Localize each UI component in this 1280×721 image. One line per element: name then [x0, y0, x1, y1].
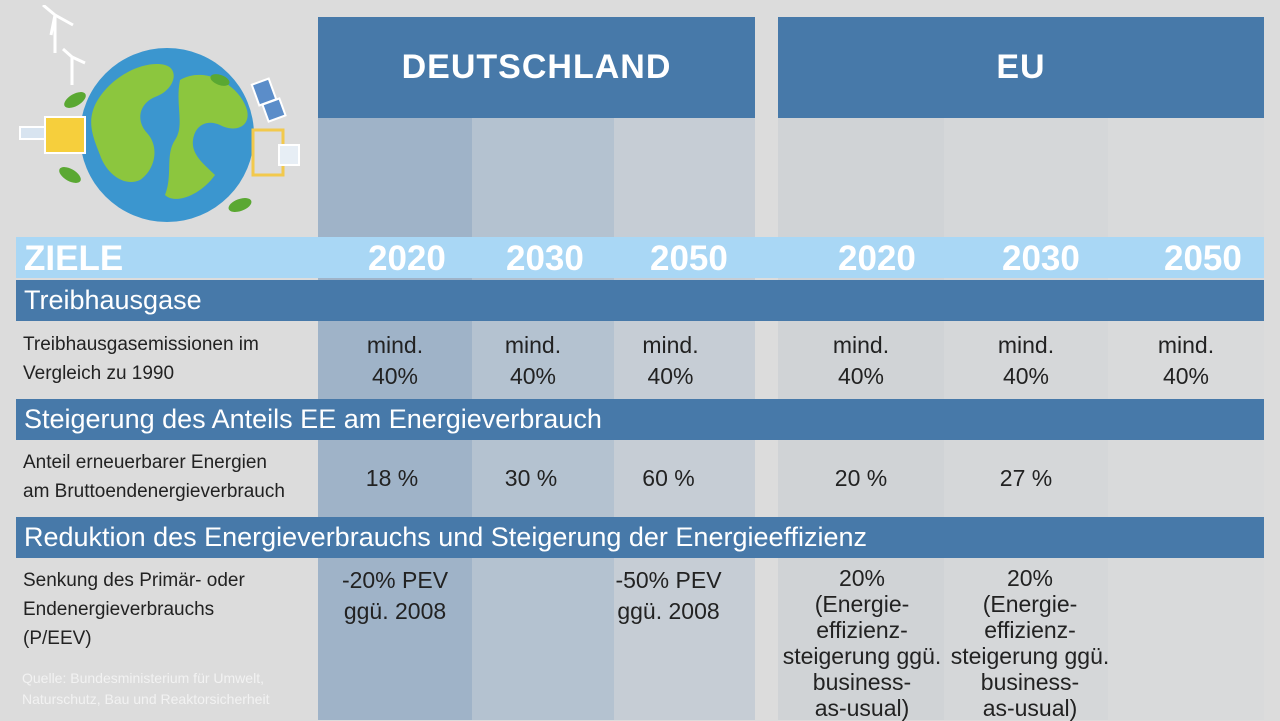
cell-ghg-de-2050: mind. 40%: [642, 332, 699, 389]
cell-ghg-de-2020: mind. 40%: [366, 332, 424, 389]
cell-ghg-eu-2030: mind. 40%: [997, 332, 1055, 389]
section-erneuerbare-energien: Steigerung des Anteils EE am Energieverb…: [16, 399, 1264, 440]
cell-eff-eu-2030: 20% (Energie-effizienz- steigerung ggü. bu…: [950, 565, 1110, 721]
year-de-2020: 2020: [368, 239, 446, 278]
ziele-bar: ZIELE 2020 2030 2050 2020 2030 2050: [16, 237, 1264, 278]
cell-ee-de-2050: 60 %: [642, 465, 695, 491]
section-treibhausgase: Treibhausgase: [16, 280, 1264, 321]
cell-ghg-eu-2050: mind. 40%: [1157, 332, 1215, 389]
continent-shape: [91, 64, 174, 183]
header-deutschland: DEUTSCHLAND: [318, 17, 755, 118]
cell-ee-de-2020: 18 %: [365, 465, 419, 491]
ziele-label: ZIELE: [24, 239, 124, 278]
cell-ghg-eu-2020: mind. 40%: [832, 332, 890, 389]
cell-ee-eu-2020: 20 %: [834, 465, 888, 491]
year-eu-2020: 2020: [838, 239, 916, 278]
cell-eff-de-2050: -50% PEV ggü. 2008: [615, 567, 722, 624]
wind-turbine-icon: [42, 5, 86, 85]
header-eu: EU: [778, 17, 1264, 118]
cell-ghg-de-2030: mind. 40%: [504, 332, 562, 389]
globe-illustration: [19, 5, 300, 222]
cell-ee-eu-2030: 27 %: [999, 465, 1053, 491]
year-de-2050: 2050: [650, 239, 728, 278]
year-eu-2050: 2050: [1164, 239, 1242, 278]
cell-eff-de-2020: -20% PEV ggü. 2008: [341, 567, 449, 624]
cell-eff-eu-2020: 20% (Energie-effizienz- steigerung ggü. bu…: [782, 565, 942, 721]
year-de-2030: 2030: [506, 239, 584, 278]
row-label-treibhausgasemissionen: Treibhausgasemissionen im Vergleich zu 1…: [23, 334, 259, 384]
year-eu-2030: 2030: [1002, 239, 1080, 278]
source-note: Quelle: Bundesministerium für Umwelt, Na…: [22, 670, 270, 707]
row-label-senkung-pev: Senkung des Primär- oder Endenergieverbr…: [23, 570, 245, 649]
cell-ee-de-2030: 30 %: [504, 465, 558, 491]
solar-panel-icon: [250, 77, 287, 123]
section-energieeffizienz: Reduktion des Energieverbrauchs und Stei…: [16, 517, 1264, 558]
row-label-anteil-ee: Anteil erneuerbarer Energien am Bruttoen…: [23, 452, 285, 502]
